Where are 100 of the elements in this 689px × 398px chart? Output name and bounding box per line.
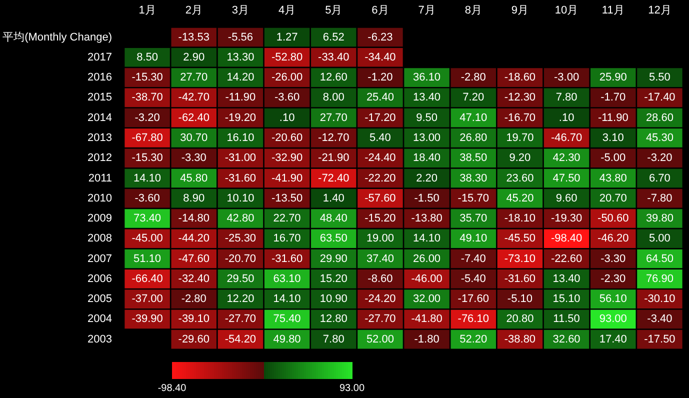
data-label: 23.60 [506, 172, 534, 184]
data-label: -2.80 [460, 72, 486, 84]
data-label: 12.60 [320, 72, 348, 84]
data-label: 93.00 [599, 313, 627, 326]
data-label: -45.00 [132, 232, 163, 245]
data-label: -50.60 [598, 212, 629, 225]
data-label: 32.60 [552, 333, 580, 346]
data-label: -42.70 [178, 92, 210, 104]
data-label: 2.90 [183, 51, 205, 64]
data-label: 51.10 [134, 252, 162, 265]
data-label: 15.20 [320, 272, 348, 285]
data-label: -47.60 [178, 252, 210, 265]
y-tick-label: 2013 [88, 132, 112, 144]
data-label: 15.10 [552, 293, 580, 306]
data-label: -62.40 [178, 112, 210, 124]
data-label: -31.60 [224, 172, 256, 184]
data-label: 39.80 [646, 212, 674, 225]
data-label: -25.30 [224, 232, 256, 245]
x-tick-label: 4月 [278, 4, 296, 17]
data-label: 27.70 [320, 112, 348, 124]
data-label: 48.40 [320, 212, 348, 225]
data-label: -31.60 [504, 272, 536, 285]
data-label: 9.20 [509, 152, 531, 164]
data-label: -21.90 [318, 152, 350, 164]
data-label: 76.90 [646, 272, 674, 285]
data-label: 8.90 [183, 192, 205, 204]
data-label: 45.20 [506, 192, 534, 204]
data-label: -72.40 [318, 172, 350, 184]
data-label: 17.40 [599, 333, 627, 346]
data-label: 42.30 [552, 152, 580, 164]
data-label: -66.40 [132, 272, 163, 285]
data-label: -57.60 [364, 192, 396, 204]
data-label: -14.80 [178, 212, 210, 225]
data-label: -29.60 [178, 333, 210, 346]
data-label: -27.70 [224, 313, 256, 326]
data-label: 64.50 [646, 252, 674, 265]
data-label: 52.00 [366, 333, 394, 346]
data-label: 30.70 [180, 132, 208, 144]
data-label: -46.20 [598, 232, 629, 245]
data-label: 18.40 [413, 152, 441, 164]
data-label: -39.90 [132, 313, 163, 326]
data-label: -2.30 [600, 272, 626, 285]
data-label: -5.00 [600, 152, 626, 164]
data-label: .10 [279, 112, 295, 124]
data-label: 25.90 [599, 72, 627, 84]
data-label: -1.20 [368, 72, 393, 84]
data-label: -16.70 [504, 112, 536, 124]
data-label: 56.10 [599, 293, 627, 306]
x-tick-label: 9月 [511, 4, 529, 17]
data-label: 1.27 [276, 31, 298, 44]
data-label: -73.10 [504, 252, 536, 265]
data-label: 6.70 [648, 172, 670, 184]
data-label: -24.40 [364, 152, 396, 164]
data-label: -7.80 [647, 192, 672, 204]
data-label: -5.10 [507, 293, 532, 306]
data-label: 3.10 [602, 132, 624, 144]
data-label: 32.00 [413, 293, 441, 306]
data-label: 29.50 [226, 272, 254, 285]
data-label: 20.70 [599, 192, 627, 204]
data-label: 27.70 [180, 72, 208, 84]
data-label: 47.50 [552, 172, 580, 184]
data-label: 7.80 [322, 333, 344, 346]
data-label: -32.40 [178, 272, 210, 285]
data-label: -6.23 [368, 31, 393, 44]
data-label: 13.30 [226, 51, 254, 64]
x-tick-label: 6月 [372, 4, 389, 17]
data-label: 36.10 [413, 72, 441, 84]
data-label: 37.40 [366, 252, 394, 265]
data-label: 10.90 [320, 293, 348, 306]
y-tick-label: 平均(Monthly Change) [2, 31, 112, 44]
data-label: -31.60 [271, 252, 303, 265]
y-tick-label: 2005 [88, 293, 112, 306]
data-label: -44.20 [178, 232, 210, 245]
data-label: -3.60 [274, 92, 300, 104]
data-label: -45.50 [504, 232, 536, 245]
data-label: -2.80 [181, 293, 206, 306]
data-label: 20.80 [506, 313, 534, 326]
data-label: 8.00 [322, 92, 344, 104]
color-bar-label: 93.00 [339, 382, 365, 394]
data-label: -22.20 [364, 172, 396, 184]
data-label: 25.40 [366, 92, 394, 104]
data-label: -8.60 [368, 272, 393, 285]
data-label: -13.53 [178, 31, 210, 44]
data-label: 45.80 [180, 172, 208, 184]
data-label: -18.10 [504, 212, 536, 225]
data-label: -11.90 [598, 112, 628, 124]
data-label: -3.20 [647, 152, 672, 164]
data-label: 43.80 [599, 172, 627, 184]
data-label: -19.30 [550, 212, 582, 225]
data-label: 16.70 [273, 232, 301, 245]
y-tick-label: 2017 [88, 51, 112, 64]
data-label: 26.80 [460, 132, 488, 144]
data-label: 49.10 [460, 232, 488, 245]
data-label: 7.20 [462, 92, 484, 104]
y-tick-label: 2006 [88, 272, 112, 285]
data-label: -15.30 [132, 72, 163, 84]
data-label: 19.70 [506, 132, 534, 144]
y-tick-label: 2015 [88, 92, 112, 104]
data-label: 35.70 [460, 212, 488, 225]
data-label: -1.50 [414, 192, 440, 204]
